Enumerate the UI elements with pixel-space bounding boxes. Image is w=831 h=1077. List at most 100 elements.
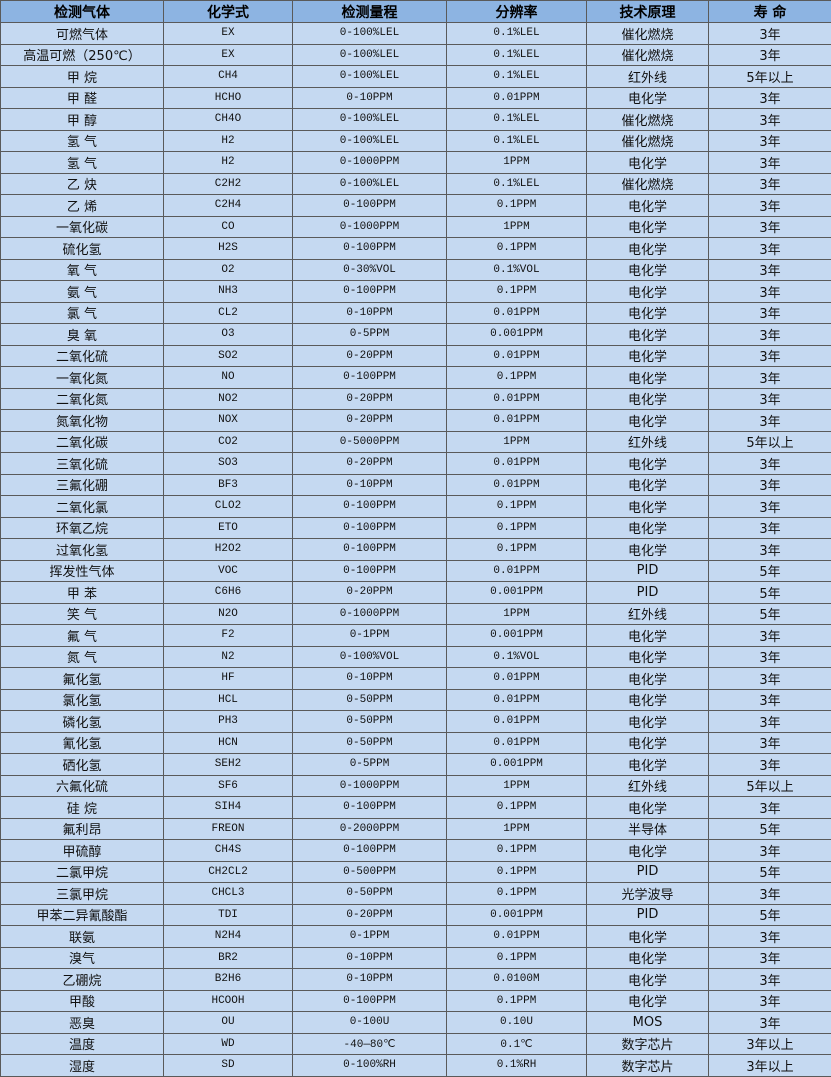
cell-formula: PH3: [164, 711, 293, 733]
cell-formula: CHCL3: [164, 883, 293, 905]
cell-formula: NOX: [164, 410, 293, 432]
cell-principle: 电化学: [587, 453, 709, 475]
cell-principle: 红外线: [587, 66, 709, 88]
cell-formula: TDI: [164, 904, 293, 926]
cell-formula: HCHO: [164, 87, 293, 109]
cell-formula: NO2: [164, 388, 293, 410]
cell-resolution: 0.1PPM: [447, 883, 587, 905]
cell-formula: EX: [164, 44, 293, 66]
cell-principle: 催化燃烧: [587, 173, 709, 195]
cell-formula: N2O: [164, 603, 293, 625]
cell-gas: 氮 气: [1, 646, 164, 668]
cell-range: 0-30%VOL: [293, 259, 447, 281]
cell-principle: 电化学: [587, 689, 709, 711]
cell-gas: 环氧乙烷: [1, 517, 164, 539]
cell-formula: CH4S: [164, 840, 293, 862]
cell-resolution: 0.01PPM: [447, 732, 587, 754]
cell-range: 0-20PPM: [293, 904, 447, 926]
cell-gas: 挥发性气体: [1, 560, 164, 582]
cell-formula: SF6: [164, 775, 293, 797]
cell-resolution: 0.1PPM: [447, 797, 587, 819]
cell-principle: 电化学: [587, 969, 709, 991]
cell-resolution: 0.1PPM: [447, 496, 587, 518]
cell-gas: 三氧化硫: [1, 453, 164, 475]
cell-gas: 高温可燃（250℃）: [1, 44, 164, 66]
cell-resolution: 0.1%LEL: [447, 23, 587, 45]
cell-formula: CL2: [164, 302, 293, 324]
cell-formula: WD: [164, 1033, 293, 1055]
header-gas: 检测气体: [1, 1, 164, 23]
cell-principle: 数字芯片: [587, 1033, 709, 1055]
cell-principle: MOS: [587, 1012, 709, 1034]
cell-formula: H2: [164, 152, 293, 174]
cell-resolution: 0.1PPM: [447, 367, 587, 389]
cell-principle: 半导体: [587, 818, 709, 840]
cell-gas: 湿度: [1, 1055, 164, 1077]
cell-lifespan: 3年: [709, 711, 831, 733]
cell-resolution: 1PPM: [447, 216, 587, 238]
cell-gas: 硒化氢: [1, 754, 164, 776]
cell-principle: 电化学: [587, 711, 709, 733]
cell-formula: H2: [164, 130, 293, 152]
cell-range: 0-50PPM: [293, 732, 447, 754]
cell-resolution: 0.001PPM: [447, 582, 587, 604]
cell-formula: SEH2: [164, 754, 293, 776]
cell-gas: 联氨: [1, 926, 164, 948]
cell-formula: SO3: [164, 453, 293, 475]
cell-range: 0-5PPM: [293, 324, 447, 346]
cell-principle: 电化学: [587, 388, 709, 410]
cell-resolution: 0.1PPM: [447, 990, 587, 1012]
cell-resolution: 0.1PPM: [447, 840, 587, 862]
cell-resolution: 0.1PPM: [447, 238, 587, 260]
cell-resolution: 0.01PPM: [447, 711, 587, 733]
cell-formula: HCN: [164, 732, 293, 754]
cell-gas: 氰化氢: [1, 732, 164, 754]
cell-gas: 氮氧化物: [1, 410, 164, 432]
cell-formula: HCOOH: [164, 990, 293, 1012]
cell-formula: HF: [164, 668, 293, 690]
header-lifespan: 寿 命: [709, 1, 831, 23]
cell-principle: 电化学: [587, 539, 709, 561]
cell-resolution: 1PPM: [447, 152, 587, 174]
cell-formula: FREON: [164, 818, 293, 840]
cell-resolution: 0.1PPM: [447, 947, 587, 969]
cell-range: 0-20PPM: [293, 410, 447, 432]
cell-formula: CO2: [164, 431, 293, 453]
cell-range: 0-100PPM: [293, 517, 447, 539]
header-resolution: 分辨率: [447, 1, 587, 23]
cell-gas: 甲苯二异氰酸酯: [1, 904, 164, 926]
cell-principle: 催化燃烧: [587, 109, 709, 131]
cell-resolution: 0.001PPM: [447, 625, 587, 647]
cell-formula: NH3: [164, 281, 293, 303]
cell-range: 0-1000PPM: [293, 775, 447, 797]
cell-gas: 氢 气: [1, 130, 164, 152]
cell-range: 0-1PPM: [293, 625, 447, 647]
cell-lifespan: 3年: [709, 539, 831, 561]
cell-resolution: 0.10U: [447, 1012, 587, 1034]
cell-principle: 电化学: [587, 195, 709, 217]
cell-principle: PID: [587, 582, 709, 604]
cell-principle: 红外线: [587, 603, 709, 625]
cell-principle: 电化学: [587, 668, 709, 690]
cell-principle: 电化学: [587, 625, 709, 647]
cell-formula: CH2CL2: [164, 861, 293, 883]
cell-resolution: 0.1%LEL: [447, 130, 587, 152]
cell-range: 0-1PPM: [293, 926, 447, 948]
cell-resolution: 0.01PPM: [447, 410, 587, 432]
cell-resolution: 0.01PPM: [447, 474, 587, 496]
cell-resolution: 0.01PPM: [447, 388, 587, 410]
